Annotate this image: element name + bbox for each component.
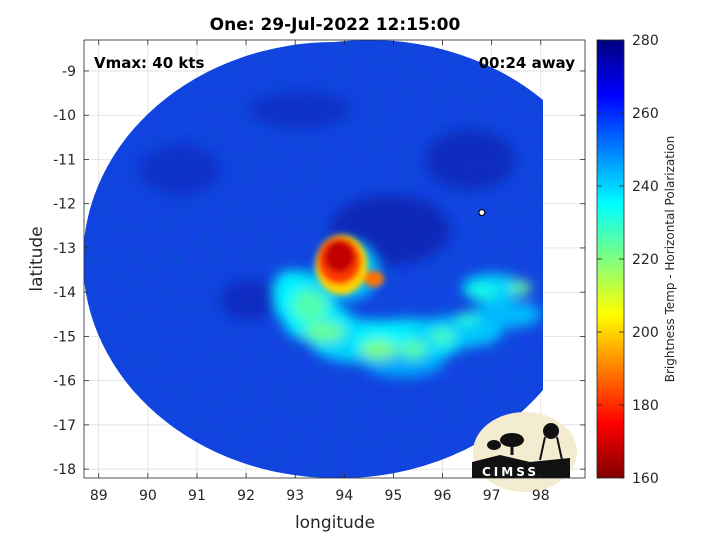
band-cell [360,339,397,360]
x-tick-label: 95 [385,488,403,504]
band-cell [291,289,328,322]
y-tick-label: -10 [53,108,76,124]
colorbar-label: Brightness Temp - Horizontal Polarizatio… [663,136,677,383]
y-tick-label: -13 [53,241,76,257]
axis-ticks: 89 90 91 92 93 94 95 96 97 98 -9 -10 -11 -12 -13 -14 -15… [53,40,585,504]
x-tick-label: 98 [532,488,550,504]
y-tick-label: -18 [53,462,76,478]
y-tick-label: -9 [62,64,76,80]
x-tick-label: 91 [188,488,206,504]
y-axis-label: latitude [27,226,47,291]
x-tick-label: 94 [335,488,353,504]
logo-text: CIMSS [482,465,539,479]
cb-tick-label: 180 [632,398,659,414]
colorbar-ticks: 160 180 200 220 240 260 280 [597,33,659,487]
cb-tick-label: 200 [632,325,659,341]
y-tick-label: -14 [53,285,76,301]
y-tick-label: -17 [53,418,76,434]
x-tick-label: 90 [139,488,157,504]
x-tick-label: 97 [483,488,501,504]
x-axis-label: longitude [295,513,375,533]
band-cell [467,284,496,301]
band-cell [471,300,542,329]
cb-tick-label: 280 [632,33,659,49]
figure-title: One: 29-Jul-2022 12:15:00 [210,15,461,35]
core-ring [363,270,384,287]
band-cell [304,322,345,342]
cb-tick-label: 260 [632,106,659,122]
warm-core [315,234,384,295]
x-tick-label: 93 [286,488,304,504]
storm-center-marker [478,208,486,217]
y-tick-label: -11 [53,152,76,168]
microwave-swath [84,40,543,478]
x-tick-label: 96 [434,488,452,504]
band-cell [430,329,455,344]
band-cell [511,280,532,295]
y-tick-label: -15 [53,329,76,345]
cimss-logo: CIMSS [472,412,577,492]
band-cell [399,340,428,359]
cb-tick-label: 160 [632,471,659,487]
y-tick-label: -12 [53,197,76,213]
x-tick-label: 89 [90,488,108,504]
band-cell [455,312,480,325]
cb-tick-label: 240 [632,179,659,195]
x-tick-label: 92 [237,488,255,504]
y-tick-label: -16 [53,374,76,390]
time-offset-label: 00:24 away [479,54,576,72]
vmax-label: Vmax: 40 kts [94,54,204,72]
core-center [324,240,355,273]
cb-tick-label: 220 [632,252,659,268]
axes-frame [83,39,586,479]
